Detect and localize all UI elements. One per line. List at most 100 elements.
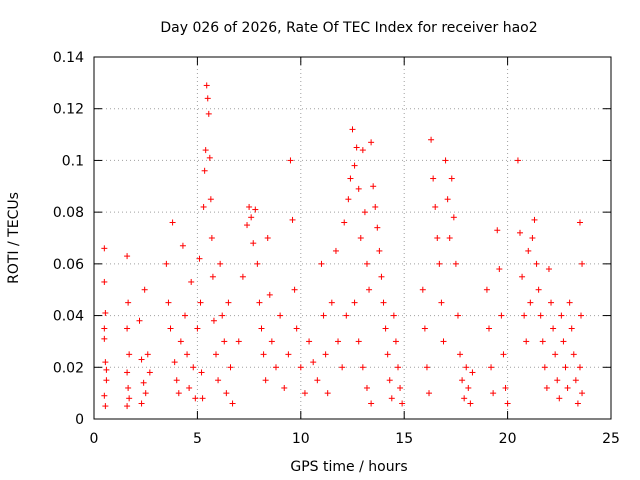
data-point	[101, 392, 108, 399]
x-tick-label: 10	[292, 431, 310, 447]
data-point	[467, 400, 474, 407]
data-point	[277, 312, 284, 319]
data-point	[432, 203, 439, 210]
data-point	[397, 384, 404, 391]
data-point	[264, 235, 271, 241]
data-point	[568, 325, 575, 332]
data-point	[221, 338, 228, 345]
data-point	[359, 364, 366, 371]
data-point	[566, 299, 573, 306]
data-point	[558, 312, 565, 319]
x-tick-label: 5	[193, 431, 202, 447]
data-point	[200, 203, 207, 210]
data-point	[351, 162, 358, 169]
data-points	[101, 82, 586, 410]
data-point	[229, 400, 236, 407]
data-point	[254, 260, 261, 267]
data-point	[310, 359, 317, 366]
data-point	[339, 364, 346, 371]
data-point	[225, 299, 232, 306]
data-point	[260, 351, 267, 358]
data-point	[469, 369, 476, 376]
data-point	[124, 253, 131, 260]
data-point	[192, 395, 199, 402]
data-point	[213, 351, 220, 358]
data-point	[370, 183, 377, 190]
data-point	[219, 312, 226, 319]
data-point	[246, 203, 253, 210]
data-point	[146, 369, 153, 376]
data-point	[341, 219, 348, 226]
x-axis-label: GPS time / hours	[290, 459, 407, 475]
data-point	[394, 364, 401, 371]
data-point	[287, 157, 294, 164]
chart-title: Day 026 of 2026, Rate Of TEC Index for r…	[160, 20, 537, 36]
data-point	[384, 351, 391, 358]
data-point	[450, 214, 457, 221]
data-point	[177, 338, 184, 345]
data-point	[199, 395, 206, 402]
data-point	[167, 325, 174, 332]
data-point	[485, 325, 492, 332]
data-point	[289, 216, 296, 223]
data-point	[125, 299, 132, 306]
data-point	[554, 377, 561, 384]
data-point	[465, 384, 472, 391]
y-tick-label: 0.1	[62, 153, 84, 169]
data-point	[527, 299, 534, 306]
data-point	[351, 299, 358, 306]
x-tick-label: 15	[395, 431, 413, 447]
data-point	[223, 390, 230, 397]
data-point	[194, 325, 201, 332]
data-point	[248, 214, 255, 221]
data-point	[144, 351, 151, 358]
data-point	[380, 299, 387, 306]
data-point	[578, 312, 585, 319]
data-point	[548, 299, 555, 306]
data-point	[525, 247, 532, 254]
data-point	[314, 377, 321, 384]
data-point	[374, 224, 381, 231]
data-point	[537, 312, 544, 319]
data-point	[141, 286, 148, 293]
data-point	[490, 390, 497, 397]
data-point	[136, 317, 143, 324]
data-point	[533, 260, 540, 267]
data-point	[197, 299, 204, 306]
y-tick-label: 0.06	[53, 257, 84, 273]
data-point	[463, 364, 470, 371]
data-point	[181, 312, 188, 319]
data-point	[217, 260, 224, 267]
data-point	[124, 403, 131, 410]
data-point	[322, 351, 329, 358]
data-point	[293, 325, 300, 332]
data-point	[124, 369, 131, 376]
y-tick-label: 0	[75, 412, 84, 428]
data-point	[198, 369, 205, 376]
data-point	[101, 325, 108, 332]
data-point	[552, 351, 559, 358]
data-point	[446, 235, 453, 241]
data-point	[498, 312, 505, 319]
data-point	[560, 338, 567, 345]
data-point	[363, 260, 370, 267]
data-point	[488, 364, 495, 371]
data-point	[483, 286, 490, 293]
data-point	[262, 377, 269, 384]
data-point	[459, 377, 466, 384]
data-point	[444, 196, 451, 203]
data-point	[281, 384, 288, 391]
data-point	[550, 325, 557, 332]
data-point	[320, 312, 327, 319]
x-tick-label: 20	[499, 431, 517, 447]
data-point	[179, 242, 186, 249]
data-point	[541, 364, 548, 371]
data-point	[102, 403, 109, 410]
data-point	[335, 338, 342, 345]
y-tick-label: 0.04	[53, 309, 84, 325]
data-point	[138, 400, 145, 407]
data-point	[576, 219, 583, 226]
data-point	[345, 196, 352, 203]
data-point	[285, 351, 292, 358]
data-point	[355, 338, 362, 345]
